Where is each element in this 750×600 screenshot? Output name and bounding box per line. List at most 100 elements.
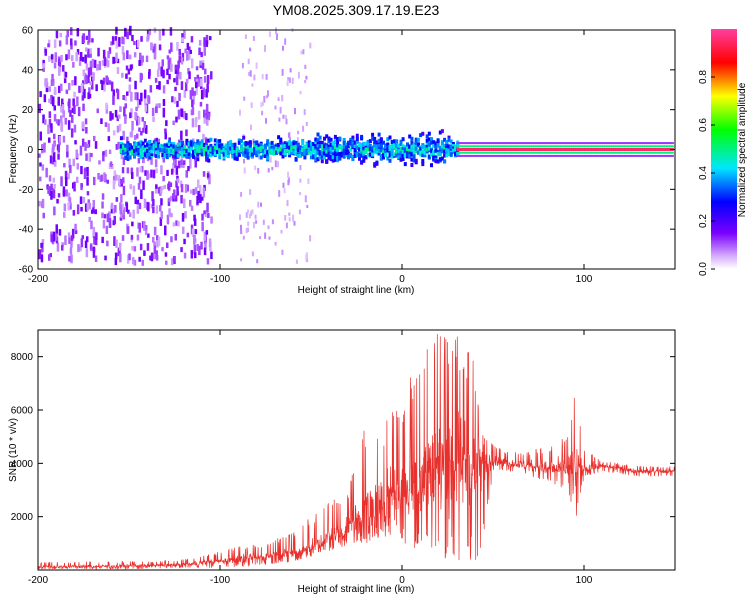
spectrogram-cell: [482, 148, 485, 151]
spectrogram-cell: [451, 142, 455, 146]
spectrogram-cell: [216, 139, 219, 144]
spectrogram-cell: [116, 67, 120, 74]
spectrogram-cell: [525, 148, 529, 151]
spectrogram-cell: [463, 148, 467, 151]
spectrogram-cell: [106, 240, 109, 247]
spectrogram-cell: [115, 26, 118, 35]
spectrogram-cell: [122, 177, 125, 184]
spectrogram-cell: [167, 183, 170, 190]
spectrogram-cell: [164, 128, 167, 134]
spectrogram-cell: [397, 143, 401, 148]
spectrogram-cell: [183, 145, 187, 149]
spectrogram-cell: [531, 142, 534, 145]
spectrogram-cell: [154, 77, 158, 83]
spectrogram-cell: [288, 212, 291, 216]
spectrogram-cell: [529, 154, 532, 157]
spectrogram-cell: [292, 146, 296, 151]
spectrogram-cell: [160, 66, 163, 77]
spectrogram-cell: [416, 137, 420, 142]
spectrogram-cell: [600, 151, 603, 154]
spectrogram-cell: [178, 144, 182, 149]
spectrogram-cell: [284, 38, 287, 45]
spectrogram-cell: [136, 39, 140, 48]
spectrogram-cell: [38, 153, 41, 158]
spectrogram-cell: [312, 147, 316, 152]
spectrogram-cell: [229, 149, 233, 154]
spectrogram-cell: [635, 145, 638, 148]
spectrogram-cell: [226, 150, 230, 155]
spectrogram-cell: [323, 155, 326, 160]
spectrogram-cell: [205, 103, 209, 112]
spectrogram-cell: [511, 154, 514, 157]
spectrogram-cell: [551, 154, 554, 157]
spectrogram-cell: [176, 142, 180, 147]
spectrogram-cell: [122, 207, 125, 217]
spectrogram-cell: [585, 151, 589, 154]
spectrogram-cell: [600, 145, 603, 148]
spectrogram-cell: [631, 145, 634, 148]
spectrogram-cell: [114, 205, 117, 213]
spectrogram-cell: [126, 151, 130, 156]
spectrogram-cell: [69, 164, 72, 174]
spectrogram-cell: [216, 146, 219, 151]
spectrogram-cell: [533, 148, 536, 151]
spectrogram-cell: [102, 49, 106, 59]
spectrogram-cell: [138, 202, 142, 210]
spectrogram-cell: [254, 165, 257, 171]
spectrogram-cell: [202, 152, 206, 156]
spectrogram-cell: [143, 221, 146, 231]
spectrogram-cell: [483, 154, 487, 157]
spectrogram-cell: [231, 150, 235, 155]
spectrogram-cell: [518, 145, 521, 148]
spectrogram-cell: [327, 155, 331, 160]
spectrogram-cell: [585, 148, 589, 151]
spectrogram-cell: [456, 145, 460, 148]
spectrogram-cell: [447, 148, 451, 153]
spectrogram-cell: [48, 39, 51, 47]
spectrogram-cell: [304, 195, 307, 203]
spectrogram-cell: [573, 142, 576, 145]
spectrogram-cell: [406, 153, 409, 158]
spectrogram-cell: [122, 148, 126, 153]
spectrogram-cell: [61, 242, 64, 247]
spectrogram-cell: [134, 196, 137, 205]
spectrogram-cell: [485, 154, 489, 157]
spectrogram-cell: [476, 142, 480, 145]
spectrogram-cell: [122, 95, 125, 100]
spectrogram-cell: [364, 147, 368, 152]
spectrogram-cell: [401, 137, 405, 142]
spectrogram-cell: [493, 154, 496, 157]
spectrogram-cell: [123, 106, 126, 117]
spectrogram-cell: [49, 155, 53, 164]
spectrogram-cell: [336, 147, 340, 152]
spectrogram-cell: [662, 142, 665, 145]
spectrogram-cell: [598, 142, 602, 145]
spectrogram-cell: [157, 149, 160, 154]
spectrogram-cell: [344, 148, 348, 152]
spectrogram-cell: [483, 145, 487, 148]
spectrogram-cell: [66, 144, 69, 152]
spectrogram-cell: [467, 151, 470, 154]
spectrogram-cell: [126, 91, 129, 96]
spectrogram-cell: [167, 147, 171, 152]
spectrogram-y-tick-label: 40: [22, 65, 34, 76]
spectrogram-cell: [145, 125, 148, 134]
spectrogram-cell: [283, 151, 287, 156]
spectrogram-cell: [373, 163, 377, 168]
spectrogram-cell: [296, 148, 300, 153]
spectrogram-cell: [69, 202, 72, 210]
spectrogram-cell: [505, 154, 509, 157]
spectrogram-cell: [185, 113, 188, 121]
spectrogram-cell: [540, 142, 543, 145]
spectrogram-cell: [164, 132, 167, 140]
spectrogram-cell: [600, 154, 603, 157]
spectrogram-cell: [72, 98, 75, 107]
spectrogram-cell: [194, 145, 197, 150]
spectrogram-cell: [255, 147, 259, 152]
spectrogram-cell: [139, 143, 143, 148]
spectrogram-cell: [399, 142, 403, 147]
spectrogram-cell: [83, 88, 86, 99]
spectrogram-cell: [265, 74, 268, 80]
spectrogram-cell: [427, 146, 431, 151]
spectrogram-cell: [373, 136, 377, 141]
